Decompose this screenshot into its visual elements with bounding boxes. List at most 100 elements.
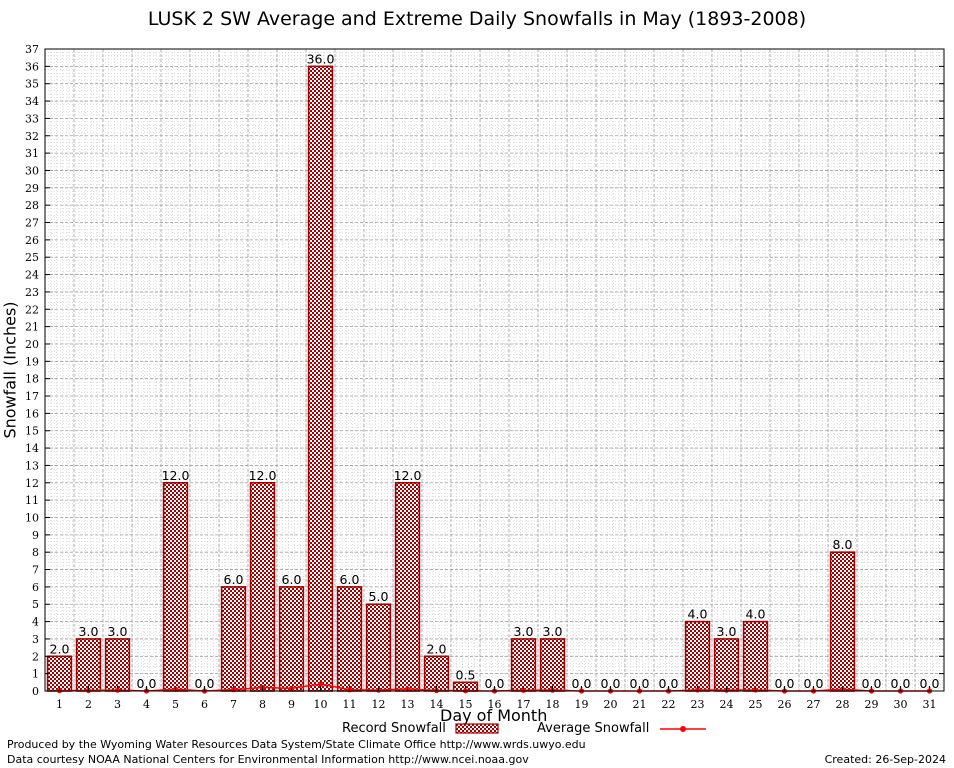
y-tick-label: 20 (25, 338, 39, 351)
record-bar (307, 65, 334, 692)
bar-data-label: 0.0 (659, 676, 679, 691)
chart-title: LUSK 2 SW Average and Extreme Daily Snow… (147, 8, 807, 30)
y-tick-label: 12 (25, 477, 39, 490)
record-bar (336, 586, 363, 692)
x-tick-label: 26 (778, 698, 792, 711)
record-bar (539, 638, 566, 692)
data-labels: 2.0 3.0 3.0 0.0 12.0 0.0 6.0 12.0 6.0 36.0 6.0 5.0 1… (50, 51, 940, 691)
bar-data-label: 4.0 (746, 607, 766, 622)
y-tick-label: 29 (25, 182, 39, 195)
x-tick-label: 27 (807, 698, 821, 711)
bar-data-label: 2.0 (427, 641, 447, 656)
legend-record-swatch (455, 723, 499, 734)
y-tick-label: 27 (25, 217, 39, 230)
bar-data-label: 0.0 (891, 676, 911, 691)
bar-data-label: 0.0 (920, 676, 940, 691)
record-bar (75, 638, 102, 692)
y-tick-label: 13 (25, 459, 39, 472)
record-bar (742, 620, 769, 692)
x-tick-label: 23 (691, 698, 705, 711)
y-tick-label: 19 (25, 355, 39, 368)
y-tick-label: 10 (25, 511, 39, 524)
bar-data-label: 3.0 (79, 624, 99, 639)
y-tick-label: 28 (25, 199, 39, 212)
y-tick-label: 11 (25, 494, 39, 507)
x-tick-label: 13 (401, 698, 415, 711)
x-tick-label: 6 (201, 698, 208, 711)
bar-data-label: 0.0 (485, 676, 505, 691)
x-tick-label: 18 (546, 698, 560, 711)
x-tick-label: 19 (575, 698, 589, 711)
x-tick-label: 1 (56, 698, 63, 711)
y-tick-label: 23 (25, 286, 39, 299)
record-bar (46, 655, 73, 692)
bar-data-label: 12.0 (162, 468, 190, 483)
y-tick-label: 18 (25, 373, 39, 386)
x-tick-label: 30 (894, 698, 908, 711)
x-tick-label: 8 (259, 698, 266, 711)
average-snowfall-point (317, 681, 324, 687)
bar-data-label: 0.5 (456, 667, 476, 682)
x-tick-label: 14 (430, 698, 444, 711)
y-tick-label: 24 (25, 269, 39, 282)
bar-data-label: 2.0 (50, 641, 70, 656)
y-tick-label: 8 (32, 546, 39, 559)
record-bar (423, 655, 450, 692)
record-bar (713, 638, 740, 692)
x-axis-label: Day of Month (440, 706, 548, 725)
record-bar (249, 481, 276, 692)
x-tick-label: 5 (172, 698, 179, 711)
legend-swatches (455, 723, 706, 734)
x-tick-label: 12 (372, 698, 386, 711)
x-tick-label: 15 (459, 698, 473, 711)
bar-data-label: 12.0 (249, 468, 277, 483)
y-tick-label: 1 (32, 668, 39, 681)
y-tick-label: 3 (32, 633, 39, 646)
y-tick-label: 35 (25, 78, 39, 91)
x-tick-label: 17 (517, 698, 531, 711)
x-tick-label: 2 (85, 698, 92, 711)
bar-data-label: 0.0 (572, 676, 592, 691)
x-tick-label: 9 (288, 698, 295, 711)
bars (46, 65, 856, 692)
x-tick-label: 20 (604, 698, 618, 711)
x-tick-label: 3 (114, 698, 121, 711)
y-tick-label: 22 (25, 303, 39, 316)
legend-average-label: Average Snowfall (537, 721, 650, 736)
y-tick-label: 31 (25, 147, 39, 160)
record-bar (829, 551, 856, 692)
bar-data-label: 4.0 (688, 607, 708, 622)
bar-data-label: 6.0 (282, 572, 302, 587)
bar-data-label: 6.0 (340, 572, 360, 587)
x-tick-label: 21 (633, 698, 647, 711)
x-tick-label: 28 (836, 698, 850, 711)
y-tick-label: 21 (25, 321, 39, 334)
record-bar (365, 603, 392, 692)
y-tick-label: 9 (32, 529, 39, 542)
footer-created: Created: 26-Sep-2024 (824, 753, 946, 766)
legend-record-label: Record Snowfall (342, 721, 446, 736)
y-tick-label: 16 (25, 407, 39, 420)
bar-data-label: 0.0 (601, 676, 621, 691)
y-tick-label: 2 (32, 650, 39, 663)
y-tick-label: 34 (25, 95, 39, 108)
y-tick-label: 37 (25, 43, 39, 56)
x-tick-label: 7 (230, 698, 237, 711)
bar-data-label: 0.0 (137, 676, 157, 691)
bar-data-label: 3.0 (717, 624, 737, 639)
legend-average-swatch-marker (680, 726, 686, 732)
y-tick-label: 33 (25, 112, 39, 125)
bar-data-label: 6.0 (224, 572, 244, 587)
y-tick-label: 26 (25, 234, 39, 247)
y-tick-label: 15 (25, 425, 39, 438)
bar-data-label: 12.0 (394, 468, 422, 483)
x-tick-label: 22 (662, 698, 676, 711)
record-bar (394, 481, 421, 692)
axes: 0123456789101112131415161718192021222324… (25, 43, 945, 711)
bar-data-label: 36.0 (307, 51, 335, 66)
y-tick-label: 7 (32, 564, 39, 577)
y-tick-label: 30 (25, 164, 39, 177)
record-bar (684, 620, 711, 692)
y-tick-label: 6 (32, 581, 39, 594)
